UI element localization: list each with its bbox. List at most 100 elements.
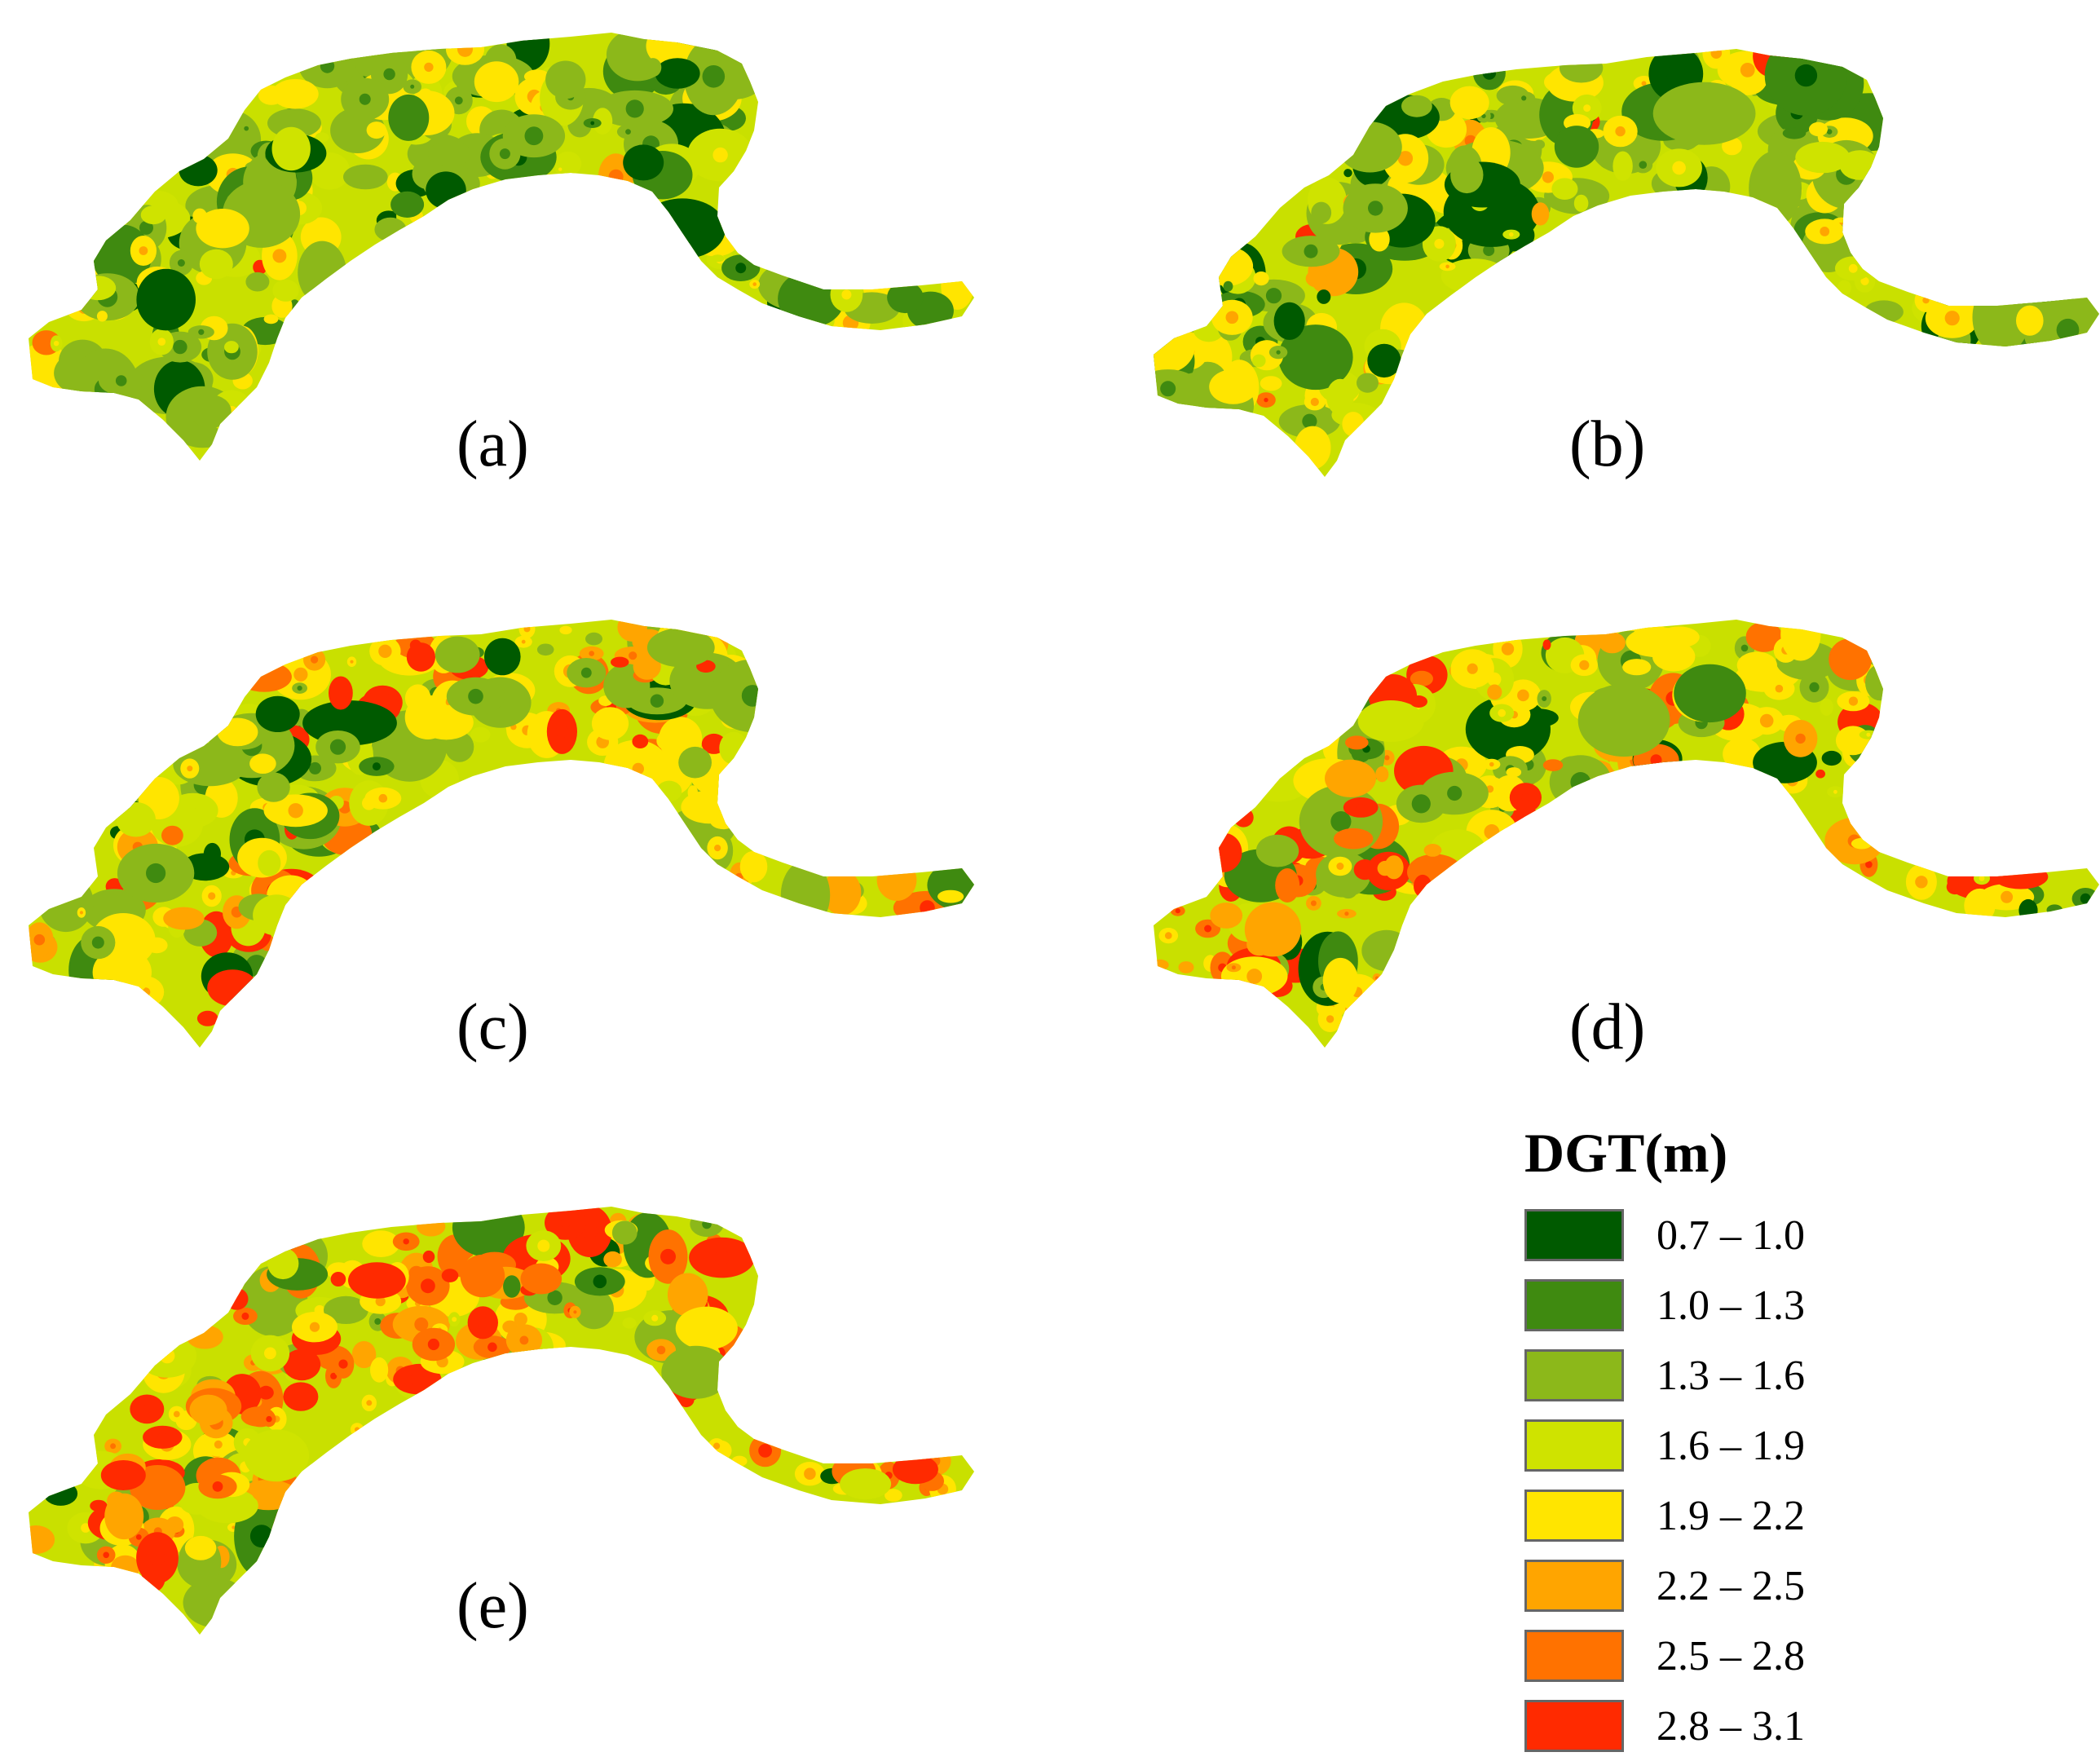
dgt-patch-core	[1483, 245, 1495, 257]
dgt-patch	[417, 1216, 446, 1237]
dgt-patch-core	[372, 762, 381, 771]
dgt-patch-core	[1979, 875, 1985, 881]
dgt-patch-core	[650, 694, 664, 708]
dgt-patch	[404, 684, 431, 713]
dgt-patch	[140, 205, 166, 225]
dgt-patch-core	[1509, 232, 1514, 237]
dgt-surface-e	[29, 1207, 956, 1628]
dgt-patch-core	[110, 1443, 117, 1450]
dgt-patch	[695, 772, 722, 791]
dgt-patch-core	[1384, 755, 1390, 761]
dgt-patch-core	[1346, 170, 1350, 175]
dgt-patch-core	[1866, 732, 1871, 737]
dgt-patch-core	[330, 1372, 338, 1379]
dgt-patch-core	[735, 263, 747, 274]
dgt-patch-core	[79, 911, 83, 915]
dgt-patch-core	[1330, 811, 1352, 832]
dgt-patch-core	[1915, 876, 1928, 889]
dgt-patch	[189, 395, 232, 428]
dgt-patch-core	[1521, 793, 1530, 802]
dgt-patch	[1749, 151, 1802, 226]
legend-range-label: 2.2 – 2.5	[1657, 1562, 1805, 1609]
dgt-patch-core	[187, 766, 193, 772]
dgt-patch	[388, 94, 430, 141]
dgt-patch	[2046, 904, 2063, 916]
dgt-patch	[938, 889, 964, 903]
dgt-patch-core	[1276, 350, 1281, 355]
dgt-patch-core	[1467, 663, 1478, 674]
dgt-patch-core	[1501, 642, 1515, 655]
dgt-patch-core	[672, 68, 683, 79]
dgt-patch	[271, 126, 311, 171]
dgt-patch	[236, 661, 292, 692]
legend-range-label: 1.0 – 1.3	[1657, 1282, 1805, 1329]
dgt-patch	[104, 1493, 144, 1540]
dgt-patch	[731, 1455, 748, 1467]
dgt-patch-core	[293, 667, 308, 682]
dgt-patch	[574, 1288, 614, 1330]
dgt-patch	[675, 1306, 738, 1350]
dgt-patch-core	[1855, 716, 1867, 728]
dgt-patch	[1278, 324, 1353, 391]
dgt-patch-core	[452, 1317, 457, 1322]
dgt-patch-core	[241, 1312, 249, 1320]
dgt-patch	[603, 1251, 622, 1268]
dgt-patch	[1369, 227, 1390, 252]
dgt-patch-core	[212, 1481, 223, 1492]
dgt-patch	[100, 1460, 146, 1490]
dgt-patch-core	[1860, 276, 1869, 285]
dgt-patch-core	[521, 639, 526, 644]
dgt-patch-core	[1795, 733, 1806, 744]
legend-swatch	[1524, 1490, 1624, 1542]
dgt-patch-core	[232, 1295, 240, 1303]
dgt-patch	[1837, 280, 1851, 296]
dgt-patch	[892, 1454, 938, 1485]
dgt-patch	[523, 69, 550, 84]
dgt-patch-core	[1521, 95, 1527, 101]
legend-swatch	[1524, 1419, 1624, 1472]
legend-swatch	[1524, 1349, 1624, 1401]
dgt-patch-core	[625, 99, 644, 118]
dgt-patch-core	[560, 1217, 571, 1228]
dgt-patch-core	[338, 1359, 348, 1369]
dgt-patch-core	[115, 375, 127, 386]
dgt-patch	[111, 1555, 140, 1580]
dgt-patch-core	[589, 651, 594, 656]
dgt-patch	[428, 140, 472, 167]
dgt-patch-core	[336, 1277, 341, 1282]
legend-range-label: 1.6 – 1.9	[1657, 1422, 1805, 1469]
dgt-patch	[1361, 929, 1412, 972]
dgt-patch	[887, 281, 924, 314]
dgt-patch-core	[157, 1432, 168, 1442]
dgt-patch-core	[272, 249, 287, 263]
dgt-patch	[1780, 620, 1821, 661]
dgt-patch-core	[702, 1219, 712, 1229]
dgt-patch-core	[920, 900, 935, 916]
dgt-patch-core	[1357, 803, 1365, 812]
dgt-patch	[1736, 651, 1777, 679]
dgt-patch	[43, 1481, 78, 1506]
dgt-patch	[1384, 855, 1404, 880]
legend-rows: 0.7 – 1.0 1.0 – 1.3 1.3 – 1.6 1.6 – 1.9 1.9 …	[1524, 1200, 1899, 1761]
dgt-map-e	[29, 1207, 974, 1635]
dgt-patch-core	[841, 289, 852, 300]
dgt-patch-core	[1809, 682, 1820, 692]
dgt-patch	[1829, 638, 1872, 681]
dgt-patch	[1723, 737, 1761, 771]
panel-label-d: (d)	[1569, 991, 1646, 1063]
dgt-patch	[243, 1429, 310, 1482]
dgt-patch-core	[311, 655, 319, 664]
dgt-patch-core	[355, 1427, 360, 1432]
dgt-patch	[1180, 331, 1193, 342]
dgt-patch-core	[1310, 397, 1319, 407]
dgt-patch-core	[205, 1016, 210, 1022]
dgt-patch-core	[414, 1317, 429, 1331]
dgt-patch-core	[1848, 263, 1858, 273]
dgt-patch-core	[1820, 227, 1830, 236]
legend-range-label: 0.7 – 1.0	[1657, 1212, 1805, 1259]
dgt-patch	[1674, 664, 1746, 723]
dgt-patch	[390, 191, 425, 218]
dgt-patch-core	[1484, 824, 1500, 840]
dgt-patch	[1317, 289, 1331, 304]
dgt-patch	[1322, 957, 1358, 1004]
